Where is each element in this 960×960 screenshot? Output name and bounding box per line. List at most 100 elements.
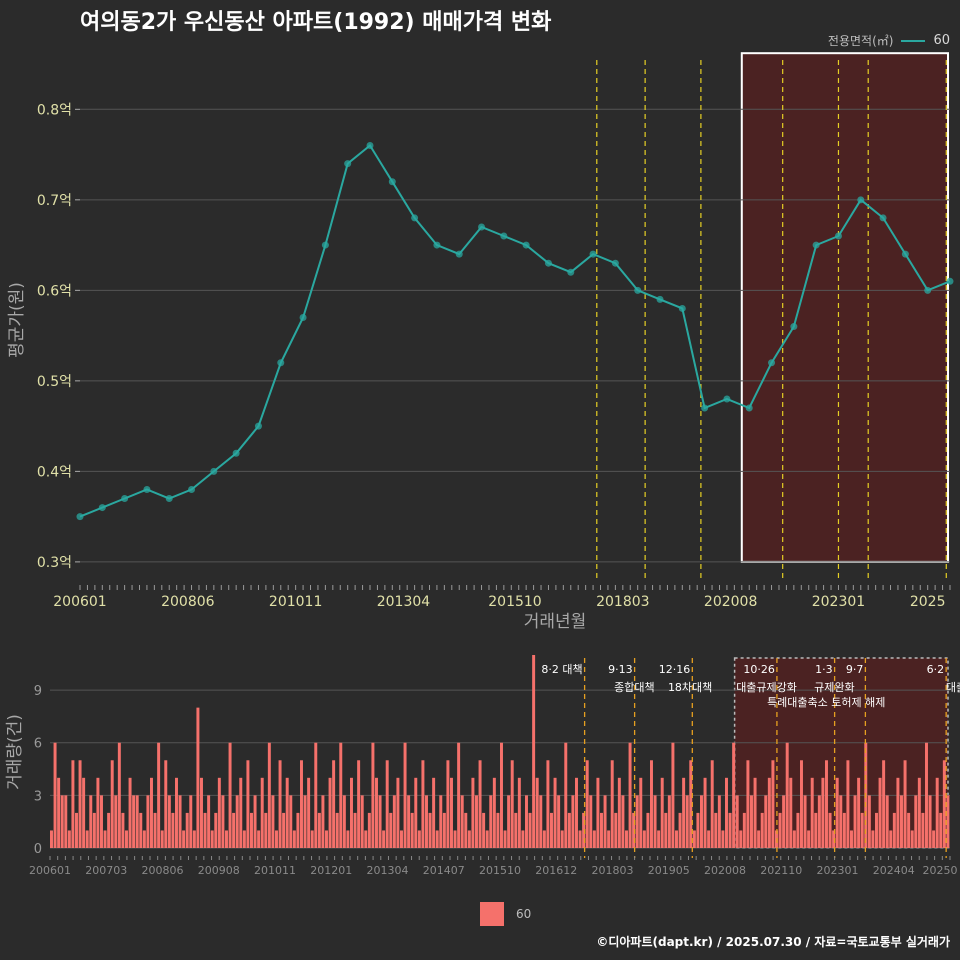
policy-label-2: 18차대책 xyxy=(668,681,712,694)
volume-bar xyxy=(64,795,68,848)
volume-bar xyxy=(800,760,803,848)
volume-bar xyxy=(728,812,732,848)
price-point xyxy=(388,178,396,186)
volume-bar xyxy=(860,812,864,848)
volume-bar xyxy=(350,777,353,848)
volume-bar xyxy=(407,795,411,848)
volume-bar xyxy=(914,795,918,848)
price-point xyxy=(611,259,619,267)
price-x-tick-label: 201510 xyxy=(488,594,541,610)
price-point xyxy=(790,323,798,331)
volume-bar xyxy=(700,795,703,848)
volume-x-tick-label: 202110 xyxy=(760,864,802,877)
volume-bar xyxy=(692,830,696,848)
volume-bar xyxy=(378,795,382,848)
volume-bar xyxy=(603,795,607,848)
volume-bar xyxy=(164,760,168,848)
volume-bar xyxy=(303,795,307,848)
legend-line-swatch xyxy=(901,39,926,42)
volume-bar xyxy=(885,795,889,848)
volume-bar xyxy=(125,830,128,848)
volume-bar xyxy=(360,795,364,848)
volume-bar xyxy=(742,812,746,848)
volume-bar xyxy=(442,812,446,848)
volume-bar xyxy=(682,777,686,848)
volume-bar xyxy=(528,812,532,848)
price-x-axis-title: 거래년월 xyxy=(524,612,587,632)
volume-bar xyxy=(167,795,171,848)
policy-label: 9·13 xyxy=(608,663,633,676)
volume-bar xyxy=(275,830,278,848)
volume-bar xyxy=(110,760,114,848)
volume-bar xyxy=(492,777,496,848)
volume-bar xyxy=(596,777,600,848)
volume-bar xyxy=(221,795,225,848)
volume-bar xyxy=(89,795,93,848)
volume-bar xyxy=(607,830,611,848)
volume-bar xyxy=(617,777,621,848)
volume-bar xyxy=(50,830,53,848)
volume-bar xyxy=(435,830,439,848)
legend-top-series: 60 xyxy=(933,33,950,48)
volume-bar xyxy=(589,795,593,848)
volume-bar xyxy=(300,760,303,848)
price-point xyxy=(254,422,262,430)
volume-x-tick-label: 201011 xyxy=(254,864,296,877)
volume-bar xyxy=(475,795,478,848)
volume-bar xyxy=(910,830,914,848)
volume-bar xyxy=(610,760,614,848)
volume-bar xyxy=(892,812,896,848)
volume-bar xyxy=(553,777,557,848)
volume-bar xyxy=(789,777,793,848)
volume-x-tick-label: 202301 xyxy=(817,864,859,877)
volume-bar xyxy=(207,795,211,848)
price-point xyxy=(745,404,753,412)
volume-bar xyxy=(353,812,357,848)
price-point xyxy=(478,223,486,231)
volume-bar xyxy=(625,830,628,848)
volume-bar xyxy=(600,812,603,848)
volume-bar xyxy=(807,830,811,848)
volume-bar xyxy=(292,830,296,848)
volume-bar xyxy=(139,812,143,848)
volume-bar xyxy=(325,830,328,848)
volume-bar xyxy=(653,795,657,848)
volume-bar xyxy=(760,812,764,848)
price-y-tick-label: 0.3억 xyxy=(37,555,72,571)
volume-bar xyxy=(328,777,332,848)
volume-bar xyxy=(835,777,839,848)
policy-label-2: 규제완화 xyxy=(814,681,854,694)
volume-bar xyxy=(375,777,378,848)
volume-bar xyxy=(178,795,182,848)
volume-bar xyxy=(385,760,389,848)
volume-bar xyxy=(92,812,96,848)
volume-bar xyxy=(371,742,375,848)
volume-bar xyxy=(150,777,153,848)
volume-bar xyxy=(282,812,286,848)
price-point xyxy=(76,513,84,521)
volume-bar xyxy=(482,812,486,848)
volume-bar xyxy=(410,812,414,848)
volume-x-tick-label: 201201 xyxy=(310,864,352,877)
volume-bar xyxy=(510,760,514,848)
volume-x-tick-label: 200806 xyxy=(142,864,184,877)
price-point xyxy=(500,232,508,240)
volume-bar xyxy=(235,795,239,848)
volume-bar xyxy=(660,777,664,848)
volume-bar xyxy=(657,830,661,848)
volume-bar xyxy=(867,795,871,848)
volume-bar xyxy=(628,742,632,848)
policy-label-2: 특례대출축소 토허제 해제 xyxy=(767,695,885,709)
price-y-axis-title: 평균가(원) xyxy=(7,282,27,358)
volume-bar xyxy=(803,795,807,848)
price-y-tick-label: 0.5억 xyxy=(37,374,72,390)
volume-x-tick-label: 202404 xyxy=(873,864,915,877)
volume-bar xyxy=(778,812,782,848)
volume-bar xyxy=(878,777,882,848)
volume-bar xyxy=(382,830,386,848)
volume-bar xyxy=(425,795,428,848)
volume-bar xyxy=(932,830,936,848)
volume-bar xyxy=(267,742,271,848)
price-x-tick-label: 201803 xyxy=(596,594,649,610)
